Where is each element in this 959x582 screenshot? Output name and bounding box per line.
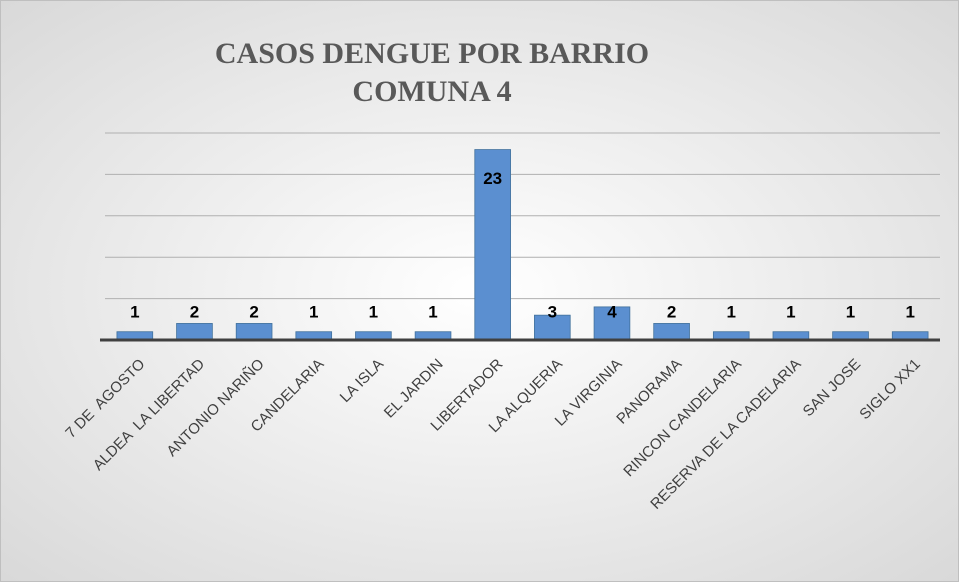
data-label: 2 (249, 302, 258, 321)
chart-title: CASOS DENGUE POR BARRIO (215, 37, 649, 70)
data-label: 1 (309, 302, 318, 321)
bar (474, 149, 511, 341)
bar (176, 323, 213, 341)
data-label: 1 (428, 302, 437, 321)
data-label: 3 (548, 302, 557, 321)
data-label: 23 (483, 169, 502, 188)
data-label: 4 (607, 302, 617, 321)
data-label: 1 (905, 302, 914, 321)
chart-title: COMUNA 4 (352, 75, 511, 108)
data-label: 1 (846, 302, 855, 321)
data-label: 1 (727, 302, 736, 321)
bar (593, 306, 631, 341)
data-label: 2 (190, 302, 199, 321)
data-label: 2 (667, 302, 676, 321)
bar (653, 323, 690, 341)
data-label: 1 (786, 302, 795, 321)
data-label: 1 (130, 302, 139, 321)
data-label: 1 (369, 302, 378, 321)
bar (235, 323, 273, 341)
